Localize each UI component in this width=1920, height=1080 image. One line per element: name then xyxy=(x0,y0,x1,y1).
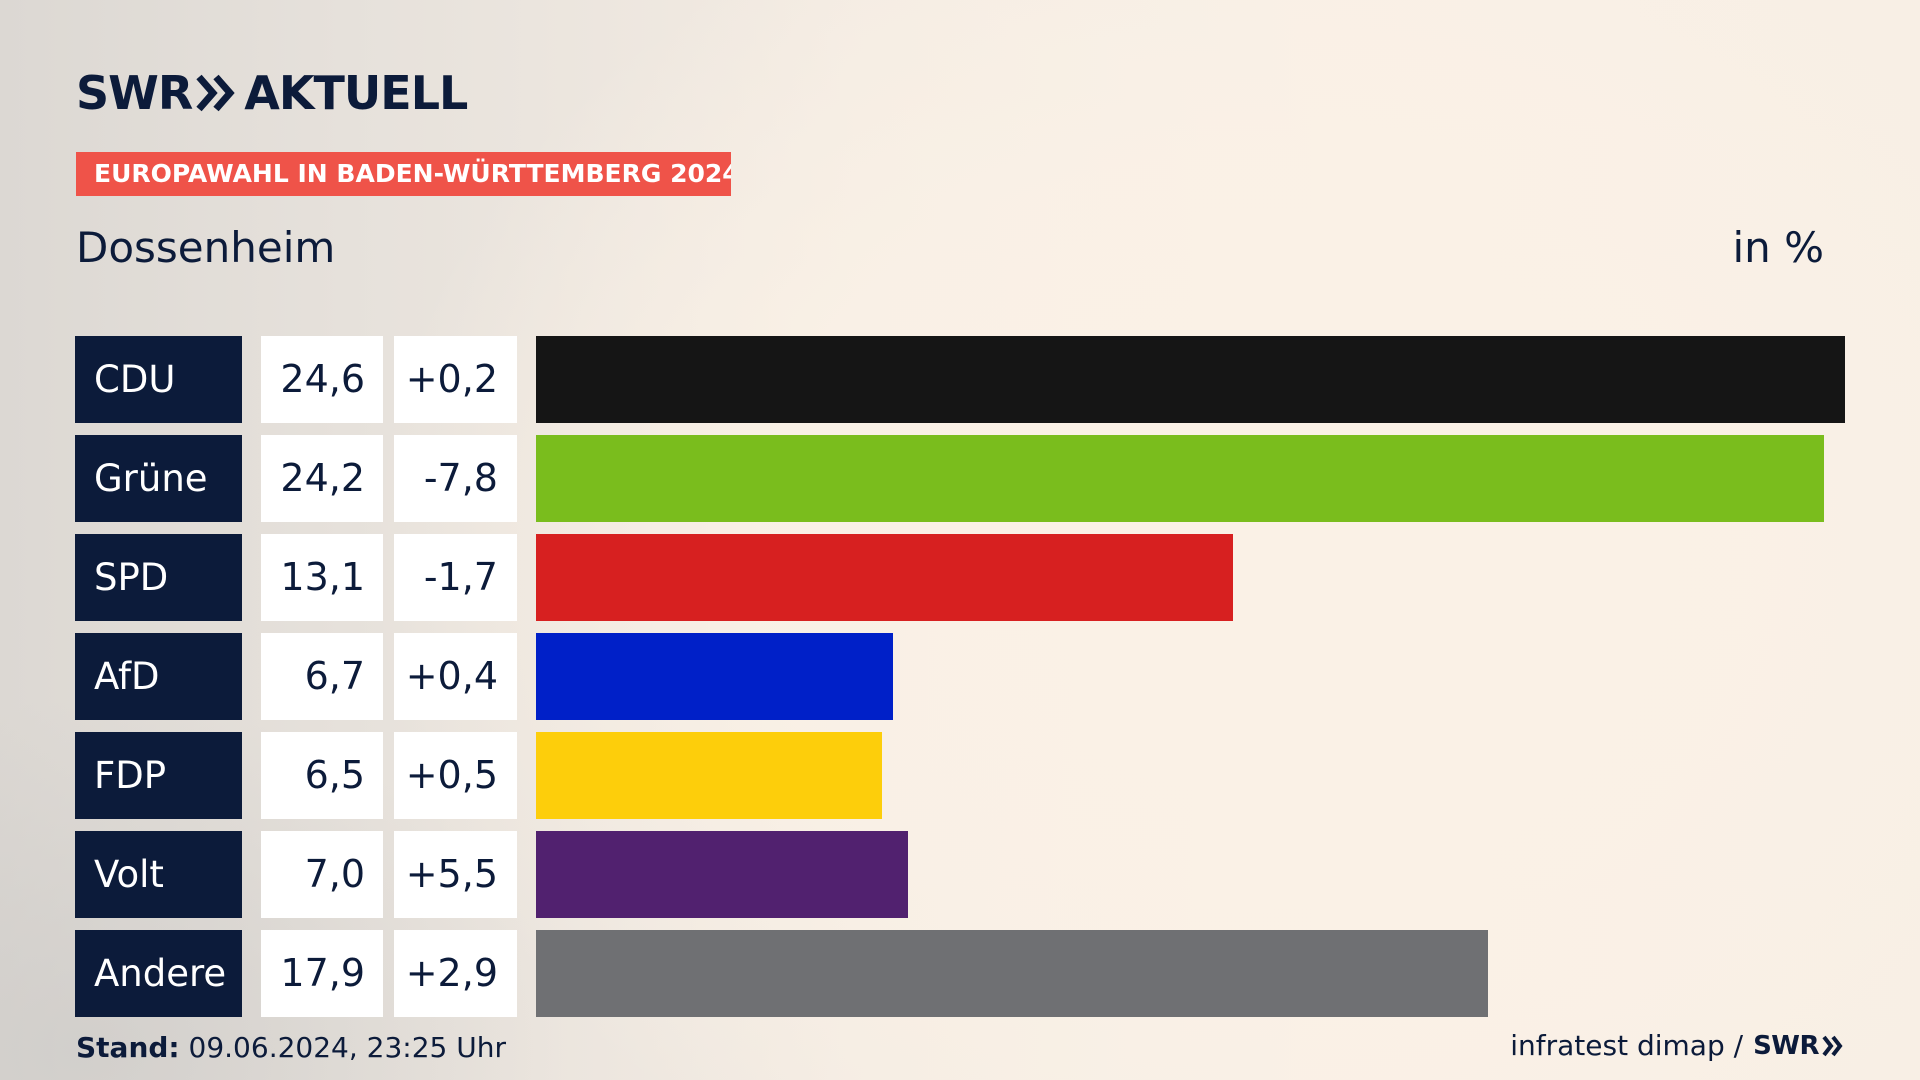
party-label: Volt xyxy=(75,831,242,918)
source-brand: SWR xyxy=(1753,1031,1819,1061)
chart-row: CDU 24,6 +0,2 xyxy=(0,336,1920,423)
vote-share-label: 6,7 xyxy=(261,633,383,720)
party-label: SPD xyxy=(75,534,242,621)
party-label: AfD xyxy=(75,633,242,720)
unit-label: in % xyxy=(1732,223,1824,272)
vote-share-label: 17,9 xyxy=(261,930,383,1017)
bar xyxy=(536,930,1488,1017)
chart-row: AfD 6,7 +0,4 xyxy=(0,633,1920,720)
party-label: CDU xyxy=(75,336,242,423)
vote-share-label: 24,6 xyxy=(261,336,383,423)
chart-row: SPD 13,1 -1,7 xyxy=(0,534,1920,621)
timestamp-label: Stand: xyxy=(76,1031,180,1064)
party-label: Grüne xyxy=(75,435,242,522)
vote-share-label: 7,0 xyxy=(261,831,383,918)
logo-suffix: AKTUELL xyxy=(244,66,468,120)
place-title: Dossenheim xyxy=(76,223,336,272)
change-label: -7,8 xyxy=(394,435,517,522)
bar xyxy=(536,633,893,720)
swr-aktuell-logo: SWR AKTUELL xyxy=(76,66,468,120)
election-banner: EUROPAWAHL IN BADEN-WÜRTTEMBERG 2024 xyxy=(76,152,731,196)
double-chevron-right-icon xyxy=(1822,1035,1844,1057)
chart-row: Grüne 24,2 -7,8 xyxy=(0,435,1920,522)
double-chevron-right-icon xyxy=(196,74,236,112)
vote-share-label: 6,5 xyxy=(261,732,383,819)
chart-row: Volt 7,0 +5,5 xyxy=(0,831,1920,918)
change-label: +0,5 xyxy=(394,732,517,819)
timestamp: Stand: 09.06.2024, 23:25 Uhr xyxy=(76,1030,506,1066)
vote-share-label: 24,2 xyxy=(261,435,383,522)
change-label: +2,9 xyxy=(394,930,517,1017)
bar xyxy=(536,534,1233,621)
chart-row: FDP 6,5 +0,5 xyxy=(0,732,1920,819)
change-label: +0,2 xyxy=(394,336,517,423)
change-label: +0,4 xyxy=(394,633,517,720)
bar xyxy=(536,831,908,918)
bar xyxy=(536,336,1845,423)
timestamp-value: 09.06.2024, 23:25 Uhr xyxy=(188,1031,506,1064)
party-label: Andere xyxy=(75,930,242,1017)
source-credit: infratest dimap / SWR xyxy=(1510,1028,1844,1064)
bar xyxy=(536,732,882,819)
source-text: infratest dimap / xyxy=(1510,1029,1744,1062)
vote-share-label: 13,1 xyxy=(261,534,383,621)
change-label: +5,5 xyxy=(394,831,517,918)
bar xyxy=(536,435,1824,522)
chart-row: Andere 17,9 +2,9 xyxy=(0,930,1920,1017)
party-label: FDP xyxy=(75,732,242,819)
change-label: -1,7 xyxy=(394,534,517,621)
logo-brand: SWR xyxy=(76,66,193,120)
